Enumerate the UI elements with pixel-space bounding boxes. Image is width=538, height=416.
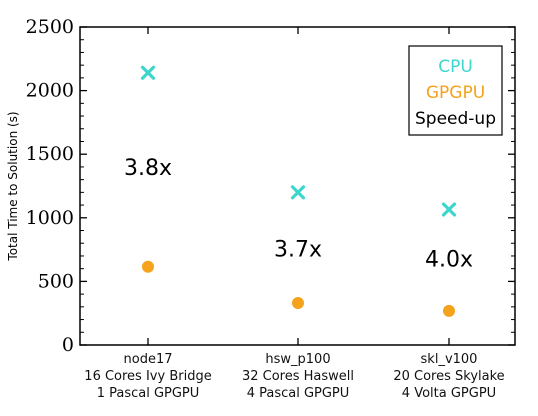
y-tick-label: 2500 bbox=[26, 16, 74, 38]
y-tick-label: 0 bbox=[62, 334, 74, 356]
x-tick-label: 4 Volta GPGPU bbox=[402, 386, 496, 401]
data-marks bbox=[140, 65, 457, 317]
gpgpu-point bbox=[443, 304, 455, 317]
x-tick-label: 4 Pascal GPGPU bbox=[247, 386, 350, 401]
speedup-labels: 3.8x 3.7x 4.0x bbox=[124, 156, 473, 273]
legend-entry-cpu: CPU bbox=[438, 57, 473, 77]
legend-entry-speedup: Speed-up bbox=[415, 109, 496, 129]
y-axis-label: Total Time to Solution (s) bbox=[6, 111, 20, 261]
x-axis: node17 16 Cores Ivy Bridge 1 Pascal GPGPU h… bbox=[84, 27, 505, 401]
cpu-point bbox=[441, 202, 457, 217]
legend-entry-gpgpu: GPGPU bbox=[426, 83, 485, 103]
speedup-label: 3.8x bbox=[124, 156, 172, 181]
cpu-x-stroke bbox=[441, 202, 457, 217]
cpu-x-stroke bbox=[290, 185, 306, 200]
x-tick-label: 16 Cores Ivy Bridge bbox=[84, 369, 211, 384]
cpu-point bbox=[290, 185, 306, 200]
legend: CPU GPGPU Speed-up bbox=[408, 45, 503, 136]
x-tick-label: 1 Pascal GPGPU bbox=[97, 386, 200, 401]
x-tick-label: hsw_p100 bbox=[265, 352, 330, 367]
x-tick-label: 20 Cores Skylake bbox=[393, 369, 504, 384]
gpgpu-point bbox=[292, 297, 304, 310]
x-tick-label: skl_v100 bbox=[421, 352, 478, 367]
gpgpu-point bbox=[142, 260, 154, 273]
speedup-label: 3.7x bbox=[274, 237, 322, 262]
x-tick-label: 32 Cores Haswell bbox=[242, 369, 354, 384]
legend-box bbox=[408, 45, 503, 136]
x-tick-label: node17 bbox=[124, 352, 173, 367]
y-tick-label: 1000 bbox=[26, 207, 74, 229]
y-tick-label: 1500 bbox=[26, 143, 74, 165]
speedup-label: 4.0x bbox=[425, 248, 473, 273]
y-tick-label: 2000 bbox=[26, 80, 74, 102]
y-axis: 0 500 1000 1500 2000 2500 bbox=[26, 16, 515, 356]
cpu-x-stroke bbox=[140, 65, 156, 80]
y-tick-label: 500 bbox=[38, 270, 74, 292]
cpu-point bbox=[140, 65, 156, 80]
